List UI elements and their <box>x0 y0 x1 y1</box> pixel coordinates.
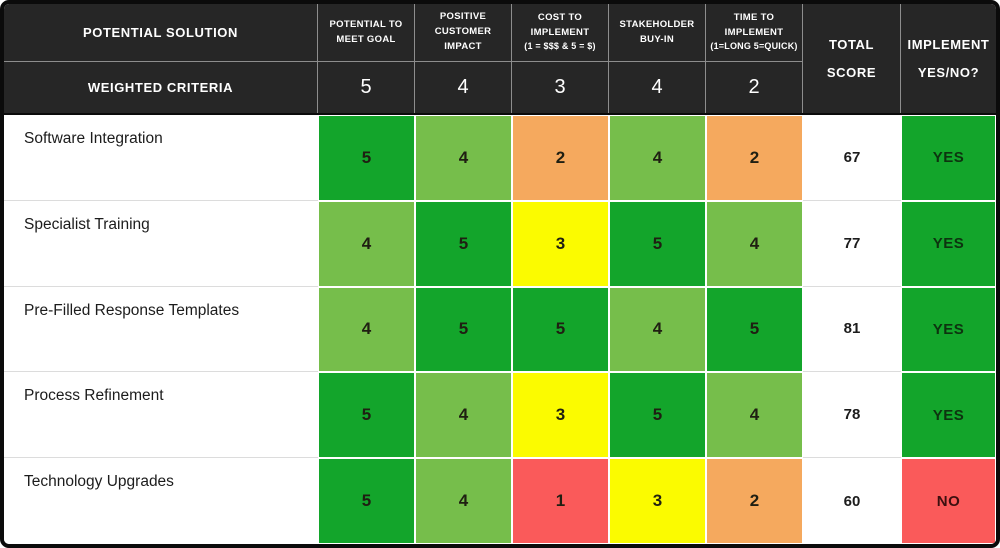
solution-cell: Pre-Filled Response Templates <box>4 286 318 373</box>
solution-cell: Technology Upgrades <box>4 458 318 544</box>
criteria-title-cell: POTENTIAL TO MEET GOAL <box>318 4 414 62</box>
score-cell: 3 <box>609 458 706 544</box>
total-score-cell: 77 <box>803 200 901 287</box>
score-cell: 5 <box>415 200 512 287</box>
score-cell: 1 <box>512 458 609 544</box>
implement-cell: YES <box>901 200 996 287</box>
criteria-weight: 4 <box>457 76 469 98</box>
matrix-body: Software Integration 5 4 2 4 2 67 YES Specialist… <box>4 115 996 544</box>
score-cell: 4 <box>706 200 803 287</box>
score-cell: 4 <box>609 286 706 373</box>
matrix-row: Specialist Training 4 5 3 5 4 77 YES <box>4 200 996 287</box>
matrix-row: Pre-Filled Response Templates 4 5 5 4 5 81 YES <box>4 286 996 373</box>
score-cell: 5 <box>609 372 706 459</box>
score-cell: 4 <box>415 458 512 544</box>
score-cell: 5 <box>318 458 415 544</box>
matrix-row: Technology Upgrades 5 4 1 3 2 60 NO <box>4 458 996 544</box>
header-col-positive-customer-impact: POSITIVE CUSTOMER IMPACT 4 <box>415 4 512 113</box>
score-cell: 2 <box>512 115 609 201</box>
score-cell: 5 <box>609 200 706 287</box>
score-cell: 5 <box>318 115 415 201</box>
criteria-title-cell: COST TO IMPLEMENT (1 = $$$ & 5 = $) <box>512 4 608 62</box>
criteria-weight: 4 <box>651 76 663 98</box>
total-score-cell: 60 <box>803 458 901 544</box>
criteria-note: (1=LONG 5=QUICK) <box>710 41 798 52</box>
solution-cell: Specialist Training <box>4 200 318 287</box>
header-implement: IMPLEMENT YES/NO? <box>901 4 996 113</box>
score-cell: 4 <box>318 286 415 373</box>
solution-cell: Process Refinement <box>4 372 318 459</box>
matrix-row: Process Refinement 5 4 3 5 4 78 YES <box>4 372 996 459</box>
implement-cell: YES <box>901 372 996 459</box>
header-weighted-criteria: WEIGHTED CRITERIA <box>87 80 234 95</box>
criteria-note: (1 = $$$ & 5 = $) <box>524 41 596 52</box>
criteria-weight: 2 <box>748 76 760 98</box>
matrix-header: POTENTIAL SOLUTION WEIGHTED CRITERIA POT… <box>4 4 996 115</box>
implement-cell: YES <box>901 286 996 373</box>
criteria-title-cell: STAKEHOLDER BUY-IN <box>609 4 705 62</box>
criteria-title: STAKEHOLDER BUY-IN <box>619 18 695 45</box>
implement-cell: NO <box>901 458 996 544</box>
header-col-cost-to-implement: COST TO IMPLEMENT (1 = $$$ & 5 = $) 3 <box>512 4 609 113</box>
criteria-title: POTENTIAL TO MEET GOAL <box>329 18 403 45</box>
implement-cell: YES <box>901 115 996 201</box>
total-score-cell: 78 <box>803 372 901 459</box>
header-col-potential-to-meet-goal: POTENTIAL TO MEET GOAL 5 <box>318 4 415 113</box>
header-implement-line1: IMPLEMENT <box>907 37 990 53</box>
score-cell: 5 <box>706 286 803 373</box>
score-cell: 2 <box>706 458 803 544</box>
score-cell: 5 <box>415 286 512 373</box>
header-col-stakeholder-buy-in: STAKEHOLDER BUY-IN 4 <box>609 4 706 113</box>
header-col-solution: POTENTIAL SOLUTION WEIGHTED CRITERIA <box>4 4 318 113</box>
solution-cell: Software Integration <box>4 115 318 201</box>
criteria-title: COST TO IMPLEMENT <box>530 12 590 38</box>
criteria-title: POSITIVE CUSTOMER IMPACT <box>434 11 492 52</box>
score-cell: 4 <box>318 200 415 287</box>
criteria-title-cell: POSITIVE CUSTOMER IMPACT <box>415 4 511 62</box>
header-potential-solution: POTENTIAL SOLUTION <box>4 4 317 62</box>
criteria-title-cell: TIME TO IMPLEMENT (1=LONG 5=QUICK) <box>706 4 802 62</box>
score-cell: 5 <box>318 372 415 459</box>
score-cell: 3 <box>512 372 609 459</box>
criteria-title: TIME TO IMPLEMENT <box>724 12 784 38</box>
score-cell: 4 <box>415 372 512 459</box>
total-score-cell: 67 <box>803 115 901 201</box>
criteria-weight: 5 <box>360 76 372 98</box>
header-implement-line2: YES/NO? <box>917 64 980 80</box>
total-score-cell: 81 <box>803 286 901 373</box>
score-cell: 4 <box>609 115 706 201</box>
criteria-weight: 3 <box>554 76 566 98</box>
score-cell: 2 <box>706 115 803 201</box>
score-cell: 4 <box>706 372 803 459</box>
header-total-score: TOTAL SCORE <box>803 4 901 113</box>
score-cell: 5 <box>512 286 609 373</box>
score-cell: 4 <box>415 115 512 201</box>
score-cell: 3 <box>512 200 609 287</box>
header-col-time-to-implement: TIME TO IMPLEMENT (1=LONG 5=QUICK) 2 <box>706 4 803 113</box>
matrix-row: Software Integration 5 4 2 4 2 67 YES <box>4 115 996 201</box>
